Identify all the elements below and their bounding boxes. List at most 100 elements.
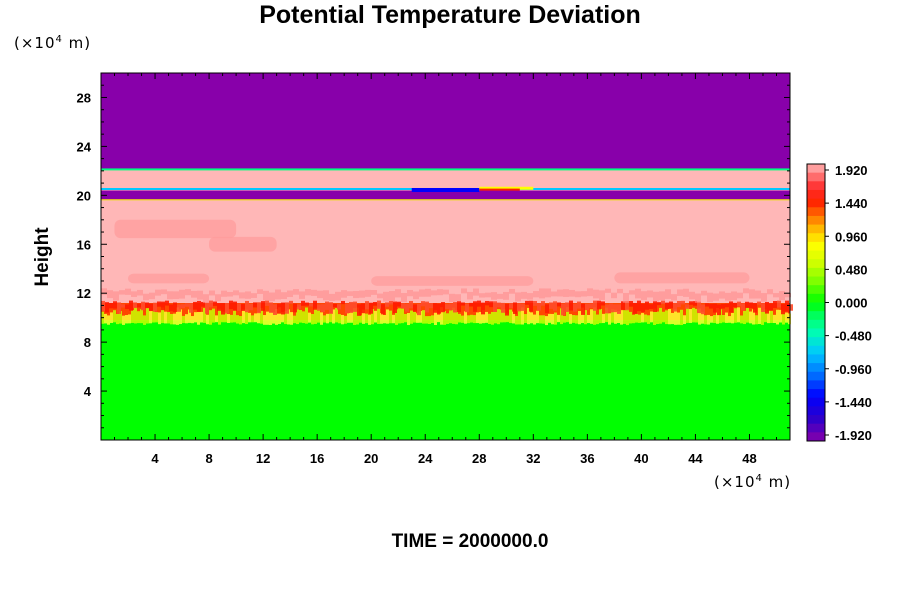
mixing-cell [437, 303, 441, 314]
mixing-cell [719, 291, 725, 299]
mixing-cell [194, 312, 197, 323]
mixing-cell [589, 303, 593, 309]
mixing-cell [709, 303, 713, 309]
mixing-cell [541, 301, 545, 306]
mixing-cell [209, 290, 215, 296]
x-tick-label: 44 [688, 451, 703, 466]
mixing-cell [729, 301, 733, 313]
y-axis: 4 8 12 16 20 24 28 [77, 84, 790, 429]
mixing-cell [131, 291, 137, 297]
mixing-cell [524, 314, 527, 324]
mixing-cell [485, 300, 489, 306]
mixing-cell [572, 315, 575, 323]
mixing-cell [143, 293, 149, 301]
mixing-cell [497, 302, 501, 308]
mixing-cell [239, 316, 242, 325]
mixing-cell [263, 290, 269, 301]
mixing-cell [533, 314, 536, 325]
mixing-cell [701, 304, 705, 315]
mixing-cell [731, 291, 737, 301]
mixing-cell [317, 304, 321, 311]
mixing-cell [237, 303, 241, 311]
mixing-cell [530, 312, 533, 324]
mixing-cell [637, 300, 641, 312]
colorbar-segment [807, 380, 825, 390]
colorbar-segment [807, 259, 825, 269]
heatmap-layer [101, 73, 790, 170]
mixing-cell [233, 310, 236, 323]
mixing-cell [590, 309, 593, 324]
mixing-cell [493, 301, 497, 312]
mixing-cell [152, 310, 155, 323]
mixing-cell [407, 289, 413, 297]
mixing-cell [245, 309, 248, 325]
mixing-cell [617, 304, 621, 314]
mixing-cell [473, 301, 477, 312]
mixing-cell [164, 311, 167, 324]
mixing-cell [392, 314, 395, 324]
mixing-cell [317, 290, 323, 299]
mixing-cell [425, 301, 429, 313]
mixing-cell [257, 289, 263, 294]
mixing-cell [614, 272, 750, 284]
colorbar-segment [807, 215, 825, 226]
mixing-cell [419, 289, 425, 297]
mixing-zone [101, 219, 793, 326]
mixing-cell [245, 300, 249, 313]
mixing-cell [683, 315, 686, 325]
colorbar-segment [807, 224, 825, 234]
colorbar-tick-label: -1.440 [835, 395, 872, 410]
colorbar-segment [807, 241, 825, 252]
mixing-cell [401, 308, 404, 324]
mixing-cell [395, 289, 401, 298]
mixing-cell [641, 313, 644, 323]
mixing-cell [281, 302, 285, 315]
mixing-cell [713, 293, 719, 301]
mixing-cell [698, 308, 701, 325]
mixing-cell [485, 311, 488, 323]
mixing-cell [155, 289, 161, 296]
mixing-cell [689, 309, 692, 323]
mixing-cell [464, 311, 467, 324]
mixing-cell [657, 302, 661, 306]
mixing-cell [673, 303, 677, 312]
colorbar-segment [807, 319, 825, 329]
mixing-cell [191, 290, 197, 298]
mixing-cell [713, 315, 716, 324]
colorbar-segment [807, 302, 825, 312]
mixing-cell [429, 303, 433, 309]
colorbar-segment [807, 267, 825, 278]
mixing-cell [296, 307, 299, 325]
mixing-cell [542, 315, 545, 324]
mixing-cell [275, 309, 278, 325]
mixing-cell [385, 302, 389, 307]
mixing-cell [585, 303, 589, 310]
mixing-cell [566, 307, 569, 323]
mixing-cell [575, 291, 581, 298]
mixing-cell [467, 291, 473, 300]
mixing-cell [551, 291, 557, 297]
mixing-cell [593, 307, 596, 325]
mixing-cell [575, 315, 578, 324]
mixing-cell [455, 294, 461, 302]
x-tick-label: 12 [256, 451, 270, 466]
mixing-cell [200, 311, 203, 323]
mixing-cell [107, 290, 113, 299]
mixing-cell [401, 292, 407, 303]
mixing-cell [335, 291, 341, 301]
mixing-cell [287, 290, 293, 298]
mixing-cell [518, 309, 521, 325]
mixing-cell [701, 311, 704, 324]
mixing-cell [341, 314, 344, 325]
mixing-cell [113, 291, 119, 301]
mixing-cell [741, 303, 745, 311]
mixing-cell [743, 288, 749, 294]
mixing-cell [265, 300, 269, 306]
mixing-cell [665, 310, 668, 325]
mixing-cell [617, 311, 620, 323]
time-label: TIME = 2000000.0 [391, 531, 549, 552]
mixing-cell [141, 301, 145, 311]
mixing-cell [437, 289, 443, 296]
mixing-cell [633, 302, 637, 314]
mixing-cell [421, 301, 425, 307]
